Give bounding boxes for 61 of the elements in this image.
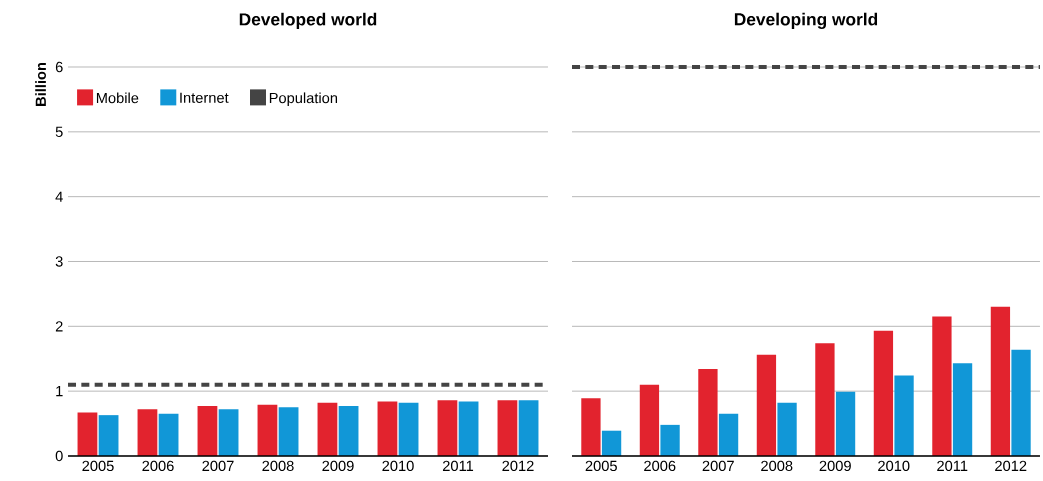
x-tick-label: 2012 xyxy=(995,460,1027,472)
bar xyxy=(497,400,518,456)
x-tick-label: 2006 xyxy=(644,460,676,472)
y-tick-label: 0 xyxy=(55,450,63,462)
bar xyxy=(835,391,856,456)
bar xyxy=(639,384,660,456)
x-tick-label: 2008 xyxy=(262,460,294,472)
bar xyxy=(398,402,419,456)
y-tick-label: 2 xyxy=(55,321,63,332)
bar xyxy=(278,407,299,456)
bar xyxy=(458,401,479,456)
x-tick-label: 2008 xyxy=(761,460,793,472)
y-tick-label: 3 xyxy=(55,256,63,267)
bar xyxy=(1011,349,1031,456)
y-tick-label: 6 xyxy=(55,61,63,73)
bar xyxy=(218,409,239,456)
bar xyxy=(698,369,718,456)
x-tick-label: 2010 xyxy=(382,460,414,472)
bar xyxy=(518,400,539,456)
bar xyxy=(718,413,739,456)
x-tick-label: 2009 xyxy=(322,460,354,472)
bar xyxy=(98,415,119,456)
x-tick-label: 2007 xyxy=(702,460,734,472)
bar xyxy=(815,343,835,456)
y-tick-label: 5 xyxy=(55,126,63,137)
bar xyxy=(317,402,338,456)
chart-title: Developed world xyxy=(239,12,377,29)
bar xyxy=(437,400,458,456)
bar xyxy=(660,424,680,456)
legend-label: Internet xyxy=(180,92,229,103)
x-tick-label: 2011 xyxy=(442,460,474,472)
x-tick-label: 2007 xyxy=(202,460,234,472)
y-tick-label: 4 xyxy=(55,191,63,202)
x-tick-label: 2006 xyxy=(142,460,174,472)
bar xyxy=(197,406,218,456)
bar xyxy=(873,330,894,456)
bar xyxy=(581,398,601,456)
chart-title: Developing world xyxy=(734,12,878,29)
x-tick-label: 2005 xyxy=(585,460,617,472)
bar xyxy=(990,306,1011,456)
bar xyxy=(137,409,158,456)
bar xyxy=(257,404,278,456)
bar xyxy=(601,430,622,456)
x-tick-label: 2012 xyxy=(502,460,534,472)
bar xyxy=(952,363,973,456)
legend-label: Population xyxy=(269,92,338,107)
bar xyxy=(158,413,179,456)
bar xyxy=(932,316,952,456)
bar xyxy=(377,401,398,456)
y-axis-title: Billion xyxy=(35,63,46,106)
bar xyxy=(756,354,777,456)
y-tick-label: 1 xyxy=(56,386,63,397)
x-tick-label: 2011 xyxy=(937,460,968,472)
legend-label: Mobile xyxy=(96,92,139,104)
bar xyxy=(338,406,359,456)
x-tick-label: 2010 xyxy=(878,460,910,472)
bar xyxy=(77,412,98,456)
x-tick-label: 2005 xyxy=(82,460,114,472)
bar xyxy=(894,375,914,456)
x-tick-label: 2009 xyxy=(819,460,851,472)
bar xyxy=(777,402,797,456)
